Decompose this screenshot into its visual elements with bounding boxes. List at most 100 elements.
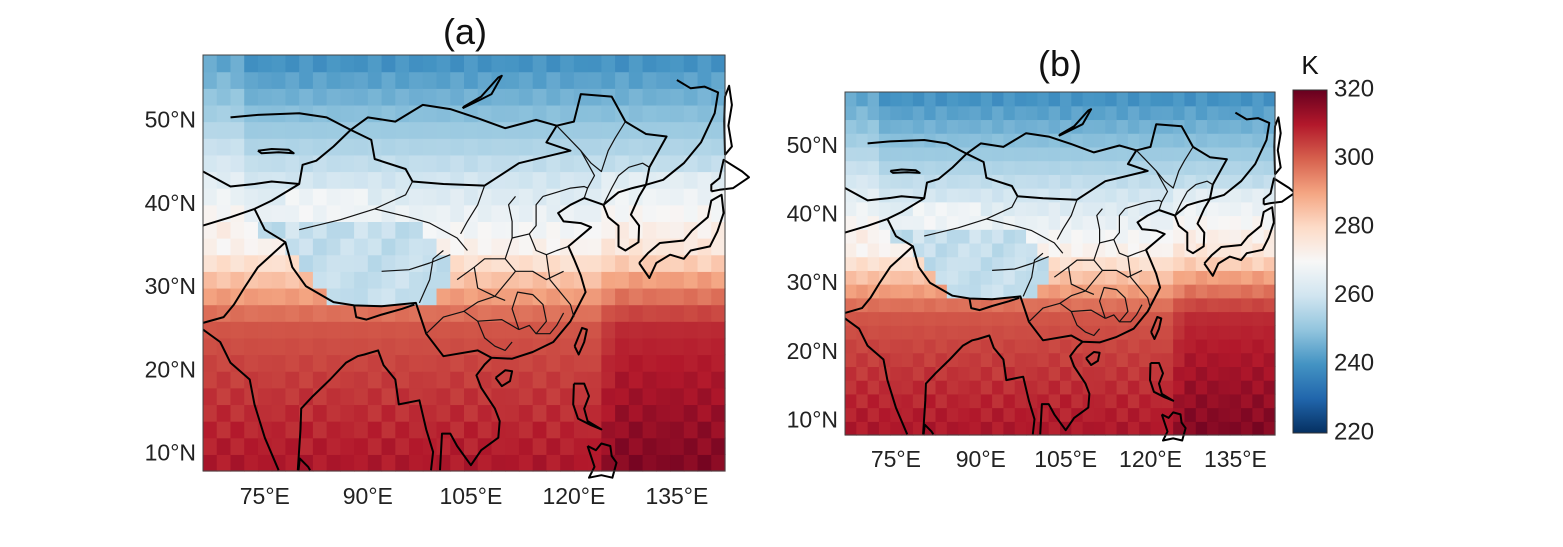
grid-cell <box>1252 297 1265 313</box>
grid-cell <box>1195 338 1208 354</box>
grid-cell <box>1014 215 1027 230</box>
grid-cell <box>656 254 671 272</box>
grid-cell <box>683 71 699 89</box>
grid-cell <box>867 380 880 395</box>
lat-ticks-a: 10°N 20°N 30°N 40°N 50°N <box>145 107 196 466</box>
grid-cell <box>670 354 685 372</box>
grid-cell <box>464 221 479 239</box>
grid-cell <box>1139 325 1152 340</box>
grid-cell <box>1150 133 1163 148</box>
grid-cell <box>271 321 287 339</box>
grid-cell <box>381 271 396 289</box>
grid-cell <box>992 352 1005 367</box>
grid-cell <box>312 88 328 106</box>
grid-cell <box>1116 160 1129 175</box>
grid-cell <box>244 321 259 339</box>
grid-cell <box>890 188 903 203</box>
grid-cell <box>257 304 273 322</box>
grid-cell <box>381 337 396 356</box>
province-line <box>542 185 588 197</box>
grid-cell <box>856 352 869 367</box>
grid-cell <box>560 188 575 206</box>
grid-cell <box>395 71 410 89</box>
grid-cell <box>867 174 880 189</box>
grid-cell <box>670 138 685 156</box>
grid-cell <box>354 71 369 89</box>
grid-cell <box>1173 188 1186 203</box>
grid-cell <box>1003 105 1016 121</box>
grid-cell <box>587 71 602 89</box>
grid-cell <box>436 171 451 189</box>
grid-cell <box>299 321 314 339</box>
grid-cell <box>257 254 273 272</box>
grid-cell <box>845 338 857 354</box>
grid-cell <box>299 204 314 222</box>
grid-cell <box>670 287 685 306</box>
border-line <box>1150 316 1163 340</box>
grid-cell <box>1093 284 1106 299</box>
grid-cell <box>367 204 383 222</box>
grid-cell <box>924 284 937 299</box>
grid-cell <box>1071 297 1084 313</box>
grid-cell <box>1060 242 1072 258</box>
colorbar-gradient <box>1292 89 1328 434</box>
lon-tick-label: 135°E <box>1204 446 1267 472</box>
grid-cell <box>946 352 959 367</box>
grid-cell <box>285 404 300 422</box>
grid-cell <box>615 121 630 139</box>
grid-cell <box>409 454 424 472</box>
grid-cell <box>354 104 369 123</box>
grid-cell <box>1207 215 1220 230</box>
grid-cell <box>1161 325 1174 340</box>
grid-cell <box>1263 160 1276 175</box>
grid-cell <box>409 71 424 89</box>
border-line <box>494 369 514 388</box>
grid-cell <box>856 421 869 436</box>
grid-cell <box>312 421 328 439</box>
grid-cell <box>1173 380 1186 395</box>
grid-cell <box>901 105 914 121</box>
grid-cell <box>518 55 534 73</box>
grid-cell <box>946 174 959 189</box>
grid-cell <box>615 171 630 189</box>
grid-cell <box>1105 325 1118 340</box>
grid-cell <box>1241 407 1253 422</box>
grid-cell <box>912 188 925 203</box>
grid-cell <box>518 254 534 272</box>
grid-cell <box>1252 393 1265 409</box>
grid-cell <box>1116 407 1129 422</box>
grid-cell <box>901 92 914 107</box>
grid-cell <box>969 325 982 340</box>
grid-cell <box>354 254 369 272</box>
grid-cell <box>1060 407 1072 422</box>
grid-cell <box>1263 366 1276 381</box>
grid-cell <box>1071 146 1084 162</box>
grid-cell <box>1014 380 1027 395</box>
grid-cell <box>878 352 891 367</box>
grid-cell <box>409 188 424 206</box>
grid-cell <box>395 371 410 389</box>
grid-cell <box>1003 188 1016 203</box>
grid-cell <box>615 238 630 256</box>
grid-cell <box>1003 284 1016 299</box>
lat-tick-label: 20°N <box>145 356 196 382</box>
grid-cell <box>1048 338 1061 354</box>
grid-cell <box>216 287 232 306</box>
grid-cell <box>924 311 937 326</box>
grid-cell <box>845 160 857 175</box>
grid-cell <box>683 188 699 206</box>
grid-cell <box>285 371 300 389</box>
grid-cell <box>1082 188 1095 203</box>
grid-cell <box>1184 270 1197 285</box>
grid-cell <box>969 242 982 258</box>
grid-cell <box>856 105 869 121</box>
grid-cell <box>1150 338 1163 354</box>
grid-cell <box>299 421 314 439</box>
grid-cell <box>1173 366 1186 381</box>
grid-cell <box>1139 393 1152 409</box>
grid-cell <box>958 352 971 367</box>
province-line <box>1174 180 1214 216</box>
grid-cell <box>1026 393 1038 409</box>
grid-cell <box>1252 133 1265 148</box>
grid-cell <box>1014 297 1027 313</box>
